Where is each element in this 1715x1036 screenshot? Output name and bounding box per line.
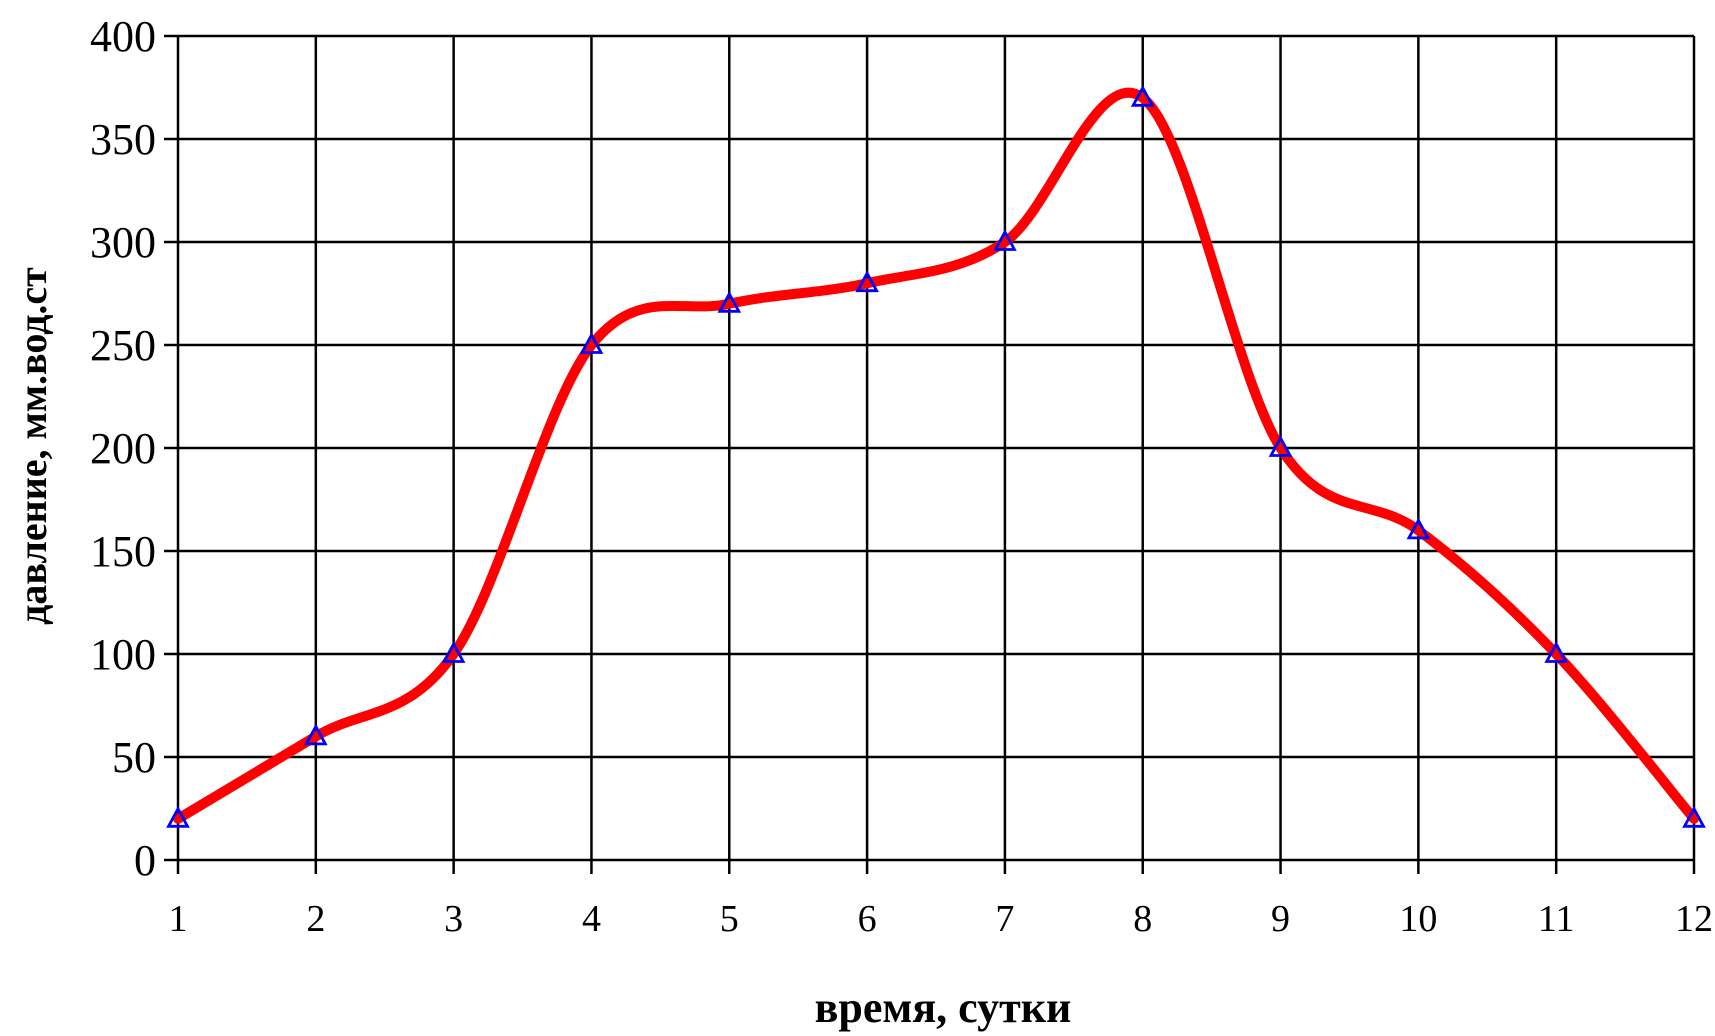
- data-point-marker: [1544, 641, 1569, 663]
- x-tick-label: 6: [858, 898, 877, 940]
- data-point-marker: [855, 270, 879, 293]
- x-tick-label: 9: [1271, 898, 1290, 940]
- x-tick-label: 4: [582, 898, 601, 940]
- x-axis-label: время, сутки: [815, 983, 1072, 1032]
- data-point-marker: [1130, 84, 1155, 107]
- axes: [164, 34, 1696, 874]
- data-point-marker: [1682, 805, 1706, 828]
- series-layer: [173, 87, 1699, 824]
- x-tick-label: 7: [995, 898, 1014, 940]
- x-tick-label: 12: [1675, 898, 1713, 940]
- x-tick-label: 1: [169, 898, 188, 940]
- y-tick-label: 300: [90, 218, 156, 267]
- x-tick-label: 2: [306, 898, 325, 940]
- data-point-marker: [303, 723, 328, 746]
- data-point-marker: [441, 641, 466, 663]
- data-point-marker: [1406, 517, 1431, 540]
- y-tick-label: 350: [90, 115, 156, 164]
- data-point-marker: [717, 290, 742, 313]
- x-tick-label: 11: [1538, 898, 1575, 940]
- x-tick-label: 3: [444, 898, 463, 940]
- y-tick-label: 250: [90, 321, 156, 370]
- data-point-marker: [1268, 435, 1293, 457]
- x-tick-label: 5: [720, 898, 739, 940]
- series-line: [173, 87, 1699, 824]
- data-point-marker: [993, 229, 1017, 251]
- y-tick-label: 400: [90, 12, 156, 61]
- y-axis-label: давление, мм.вод.ст: [10, 267, 55, 625]
- y-tick-label: 50: [112, 733, 156, 782]
- data-point-marker: [579, 332, 604, 354]
- x-tick-label: 10: [1399, 898, 1437, 940]
- grid: [178, 34, 1696, 860]
- data-point-marker: [166, 805, 190, 828]
- y-tick-label: 150: [90, 527, 156, 576]
- x-tick-label: 8: [1133, 898, 1152, 940]
- markers-layer: [166, 84, 1706, 828]
- y-tick-label: 100: [90, 630, 156, 679]
- y-tick-label: 0: [134, 836, 156, 885]
- y-tick-label: 200: [90, 424, 156, 473]
